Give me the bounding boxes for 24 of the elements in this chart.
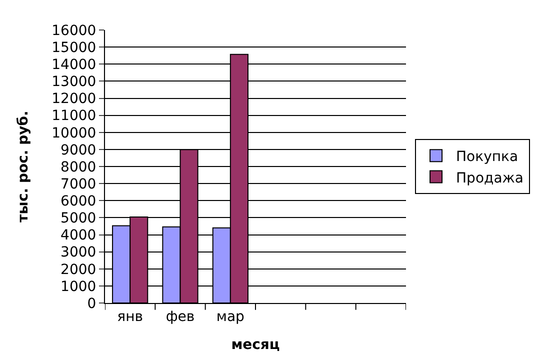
y-tick-label: 9000 — [60, 142, 96, 158]
y-tick-label: 5000 — [60, 210, 96, 227]
legend-label: Покупка — [456, 149, 518, 166]
x-tick-label: фев — [166, 308, 195, 325]
x-axis-title: месяц — [231, 337, 280, 354]
y-tick-label: 1000 — [60, 278, 96, 295]
y-tick-label: 11000 — [52, 108, 96, 124]
x-tick-label: мар — [216, 308, 245, 325]
y-tick-label: 3000 — [60, 244, 96, 261]
y-tick-label: 8000 — [60, 159, 96, 176]
y-axis-title: тыс. рос. руб. — [15, 110, 32, 222]
y-tick-label: 10000 — [52, 125, 96, 142]
y-tick-label: 6000 — [60, 194, 96, 210]
y-tick-label: 7000 — [60, 176, 96, 192]
y-tick-label: 12000 — [52, 91, 96, 108]
y-tick-label: 2000 — [60, 262, 96, 278]
x-tick-label: янв — [117, 308, 143, 325]
y-tick-label: 16000 — [52, 22, 96, 39]
y-tick-label: 0 — [87, 296, 96, 312]
y-tick-label: 15000 — [52, 40, 96, 56]
y-tick-label: 14000 — [52, 57, 96, 74]
y-tick-label: 13000 — [52, 74, 96, 90]
legend-label: Продажа — [456, 170, 524, 186]
y-tick-label: 4000 — [60, 228, 96, 244]
